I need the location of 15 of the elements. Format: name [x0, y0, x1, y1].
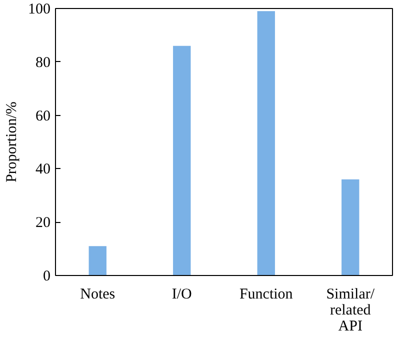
y-tick-label: 100	[28, 2, 50, 18]
y-tick-label: 0	[43, 268, 50, 284]
bar	[88, 246, 106, 276]
y-tick-label: 40	[36, 162, 50, 178]
x-tick-label: Similar/ related API	[326, 286, 376, 334]
bar	[342, 179, 360, 276]
y-tick-label: 80	[36, 54, 50, 71]
x-tick-label: Notes	[80, 286, 116, 302]
bar	[257, 11, 275, 276]
y-axis-title: Proportion/%	[4, 102, 20, 182]
x-tick-label: I/O	[172, 286, 192, 302]
y-tick-label: 60	[36, 108, 50, 124]
bar	[173, 46, 191, 276]
x-tick-label: Function	[239, 286, 294, 302]
y-tick-label: 20	[36, 215, 50, 232]
